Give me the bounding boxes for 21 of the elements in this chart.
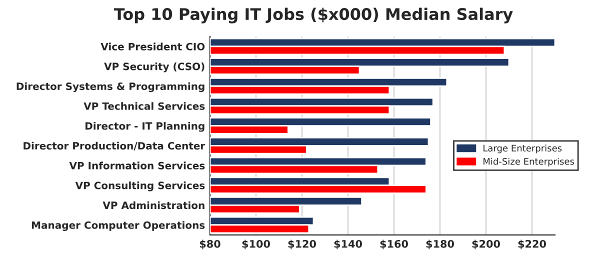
x-tick-label: $220 bbox=[518, 240, 546, 250]
y-tick-label: VP Information Services bbox=[69, 162, 205, 170]
y-tick-label: VP Administration bbox=[102, 201, 204, 210]
y-tick-label: Vice President CIO bbox=[100, 42, 205, 50]
x-tick-label: $80 bbox=[200, 240, 220, 250]
y-tick-label: VP Security (CSO) bbox=[104, 62, 204, 72]
x-tick-label: $120 bbox=[288, 240, 316, 250]
x-tick-label: $100 bbox=[242, 240, 270, 250]
y-tick-label: Director - IT Planning bbox=[86, 122, 204, 132]
x-tick-label: $140 bbox=[334, 240, 362, 250]
y-tick-label: Director Systems & Programming bbox=[16, 82, 204, 92]
chart-title: Top 10 Paying IT Jobs ($x000) Median Salary bbox=[114, 8, 513, 24]
x-tick-label: $200 bbox=[472, 240, 500, 250]
legend-label: Large Enterprises bbox=[484, 144, 562, 154]
y-tick-label: VP Technical Services bbox=[84, 102, 205, 110]
y-tick-label: VP Consulting Services bbox=[75, 182, 205, 192]
legend-label: Mid-Size Enterprises bbox=[484, 158, 574, 167]
x-tick-label: $160 bbox=[380, 240, 408, 250]
x-tick-label: $180 bbox=[426, 240, 454, 250]
y-tick-label: Director Production/Data Center bbox=[24, 142, 206, 150]
y-tick-label: Manager Computer Operations bbox=[32, 221, 205, 231]
